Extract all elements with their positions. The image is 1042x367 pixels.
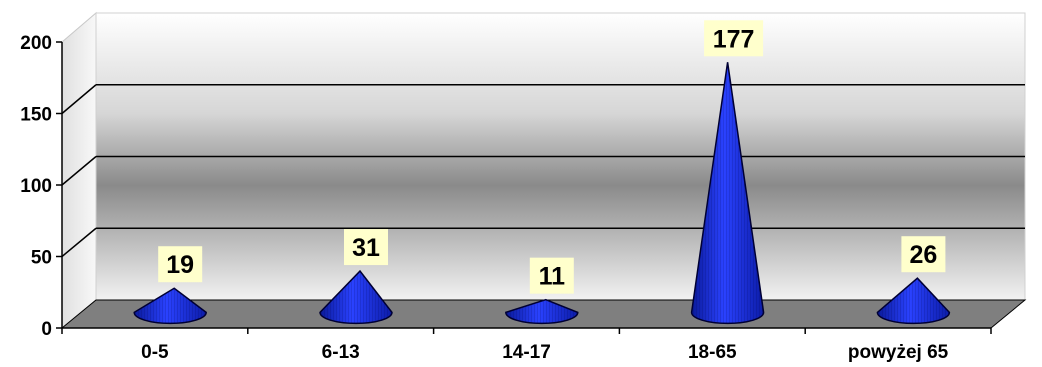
gridlines xyxy=(61,84,1025,258)
svg-text:19: 19 xyxy=(166,251,194,279)
x-tick-labels: 0-5 6-13 14-17 18-65 powyżej 65 xyxy=(141,342,949,363)
svg-text:26: 26 xyxy=(909,241,937,269)
svg-text:31: 31 xyxy=(352,234,380,262)
y-tick-label-150: 150 xyxy=(20,105,52,126)
x-tick-label-4: powyżej 65 xyxy=(848,342,949,363)
bar-3 xyxy=(690,62,765,325)
x-tick-label-2: 14-17 xyxy=(502,342,551,363)
svg-text:177: 177 xyxy=(713,25,755,53)
bars xyxy=(133,62,951,325)
data-label-1: 31 xyxy=(344,229,388,266)
x-tick-label-1: 6-13 xyxy=(322,342,360,363)
y-tick-label-200: 200 xyxy=(20,33,52,54)
y-tick-labels: 0 50 100 150 200 xyxy=(20,33,52,340)
data-label-0: 19 xyxy=(158,246,203,283)
data-label-4: 26 xyxy=(901,236,946,273)
y-tick-label-0: 0 xyxy=(41,319,52,340)
axes xyxy=(56,41,992,334)
y-tick-label-100: 100 xyxy=(20,176,52,197)
data-labels: 19 31 11 177 26 xyxy=(158,20,946,294)
side-gridline-50 xyxy=(61,227,97,258)
bar-0 xyxy=(133,287,207,325)
x-tick-label-0: 0-5 xyxy=(141,342,169,363)
data-label-2: 11 xyxy=(529,257,574,294)
data-label-3: 177 xyxy=(704,20,764,57)
side-gridline-100 xyxy=(61,155,97,186)
x-tick-label-3: 18-65 xyxy=(688,342,737,363)
side-gridline-150 xyxy=(61,84,97,115)
y-tick-label-50: 50 xyxy=(31,248,52,269)
svg-text:11: 11 xyxy=(539,263,566,291)
bar-4 xyxy=(876,277,951,325)
bar-2 xyxy=(505,298,579,325)
bar-1 xyxy=(319,269,393,325)
